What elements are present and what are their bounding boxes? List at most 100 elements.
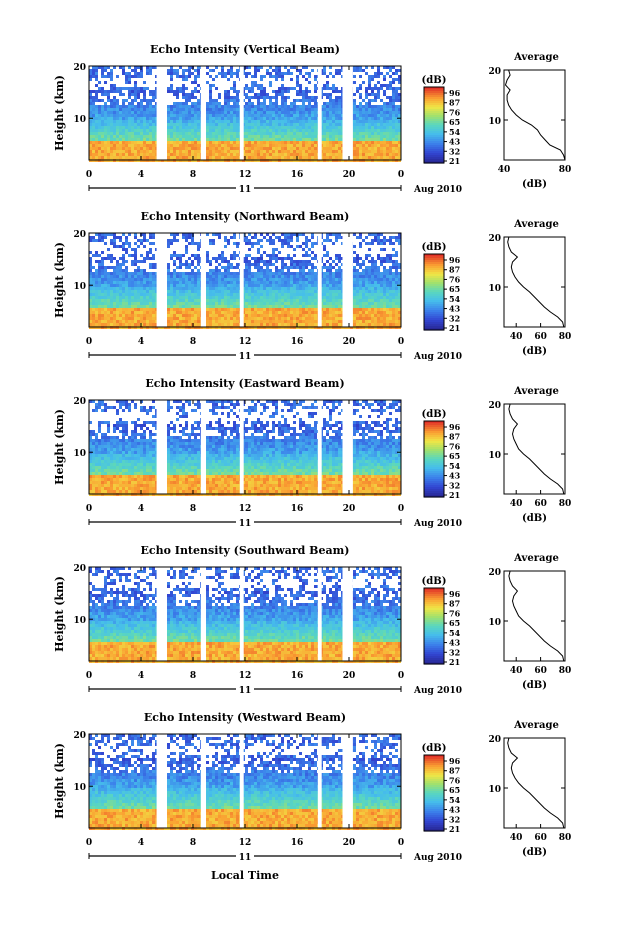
- xtick-label: 4: [138, 337, 144, 347]
- data-gap: [156, 233, 167, 327]
- panel-title: Echo Intensity (Southward Beam): [141, 544, 350, 557]
- date-label: Aug 2010: [413, 519, 462, 529]
- average-xlabel: (dB): [522, 513, 547, 524]
- data-gap: [239, 233, 244, 327]
- day-label: 11: [239, 352, 252, 362]
- data-gap: [342, 233, 353, 327]
- colorbar-tick-label: 43: [449, 471, 461, 481]
- data-gap: [156, 567, 167, 661]
- ytick-label: 20: [73, 230, 86, 240]
- colorbar-tick-label: 96: [449, 88, 461, 98]
- data-gap: [239, 66, 244, 160]
- beam-panel-4: Echo Intensity (Southward Beam) 10 20 Heigh…: [53, 544, 571, 696]
- data-gap: [317, 233, 322, 327]
- xtick-label: 8: [190, 838, 196, 848]
- colorbar-tick-label: 87: [449, 98, 460, 108]
- ytick-label: 10: [73, 115, 86, 125]
- date-label: Aug 2010: [413, 185, 462, 195]
- xtick-label: 0: [398, 671, 404, 681]
- average-xlabel: (dB): [522, 847, 547, 858]
- date-label: Aug 2010: [413, 686, 462, 696]
- average-xtick-label: 40: [498, 165, 511, 175]
- colorbar-tick-label: 21: [449, 657, 460, 667]
- colorbar-tick-label: 32: [449, 814, 460, 824]
- colorbar-tick-label: 32: [449, 313, 460, 323]
- echo-heatmap: [89, 66, 401, 162]
- xtick-label: 16: [291, 671, 304, 681]
- colorbar: [424, 588, 444, 665]
- average-ytick-label: 10: [488, 618, 501, 628]
- colorbar-tick-label: 54: [449, 461, 461, 471]
- average-xlabel: (dB): [522, 680, 547, 691]
- xtick-label: 20: [343, 337, 356, 347]
- colorbar-tick-label: 43: [449, 304, 461, 314]
- xtick-label: 12: [239, 671, 252, 681]
- colorbar-unit: (dB): [422, 743, 447, 754]
- echo-heatmap: [89, 567, 401, 663]
- average-ytick-label: 20: [488, 735, 501, 745]
- xtick-label: 0: [86, 170, 92, 180]
- ytick-label: 10: [73, 282, 86, 292]
- colorbar-frame: [423, 86, 445, 164]
- colorbar-tick-label: 96: [449, 255, 461, 265]
- ylabel: Height (km): [53, 743, 66, 819]
- average-xlabel: (dB): [522, 346, 547, 357]
- average-ytick-label: 10: [488, 451, 501, 461]
- ylabel: Height (km): [53, 576, 66, 652]
- colorbar-unit: (dB): [422, 409, 447, 420]
- xtick-label: 12: [239, 337, 252, 347]
- colorbar-tick-label: 65: [449, 618, 460, 628]
- average-xtick-label: 80: [559, 666, 572, 676]
- colorbar-tick-label: 32: [449, 146, 460, 156]
- colorbar: [424, 254, 444, 331]
- colorbar-frame: [423, 253, 445, 331]
- colorbar-unit: (dB): [422, 576, 447, 587]
- data-gap: [200, 66, 206, 160]
- average-xtick-label: 60: [534, 833, 547, 843]
- xtick-label: 20: [343, 504, 356, 514]
- xtick-label: 0: [86, 337, 92, 347]
- average-profile-line: [504, 69, 566, 161]
- average-title: Average: [513, 386, 559, 397]
- colorbar-tick-label: 65: [449, 451, 460, 461]
- ytick-label: 10: [73, 783, 86, 793]
- ytick-label: 20: [73, 397, 86, 407]
- ylabel: Height (km): [53, 75, 66, 151]
- data-gap: [156, 66, 167, 160]
- xtick-label: 20: [343, 838, 356, 848]
- average-xtick-label: 80: [559, 499, 572, 509]
- xtick-label: 0: [398, 838, 404, 848]
- panel-title: Echo Intensity (Westward Beam): [144, 711, 346, 724]
- day-label: 11: [239, 519, 252, 529]
- average-title: Average: [513, 720, 559, 731]
- colorbar-tick-label: 32: [449, 647, 460, 657]
- average-xtick-label: 60: [534, 499, 547, 509]
- beam-panels: Echo Intensity (Vertical Beam) 10 20 Height…: [53, 43, 571, 863]
- colorbar-tick-label: 32: [449, 480, 460, 490]
- ytick-label: 10: [73, 616, 86, 626]
- colorbar-tick-label: 54: [449, 795, 461, 805]
- average-ytick-label: 20: [488, 234, 501, 244]
- colorbar-tick-label: 76: [449, 107, 461, 117]
- average-xtick-label: 60: [534, 666, 547, 676]
- xtick-label: 4: [138, 671, 144, 681]
- average-frame: [503, 570, 566, 662]
- ylabel: Height (km): [53, 242, 66, 318]
- average-xlabel: (dB): [522, 179, 547, 190]
- day-label: 11: [239, 185, 252, 195]
- average-xtick-label: 40: [510, 499, 523, 509]
- colorbar-tick-label: 65: [449, 284, 460, 294]
- average-title: Average: [513, 52, 559, 63]
- xtick-label: 8: [190, 671, 196, 681]
- xtick-label: 0: [398, 170, 404, 180]
- xtick-label: 0: [86, 504, 92, 514]
- average-profile-line: [507, 737, 565, 829]
- average-profile-line: [507, 236, 565, 328]
- data-gap: [317, 66, 322, 160]
- xtick-label: 0: [86, 671, 92, 681]
- xtick-label: 8: [190, 504, 196, 514]
- xtick-label: 0: [398, 337, 404, 347]
- colorbar-tick-label: 87: [449, 432, 460, 442]
- data-gap: [200, 233, 206, 327]
- average-profile-line: [508, 570, 565, 662]
